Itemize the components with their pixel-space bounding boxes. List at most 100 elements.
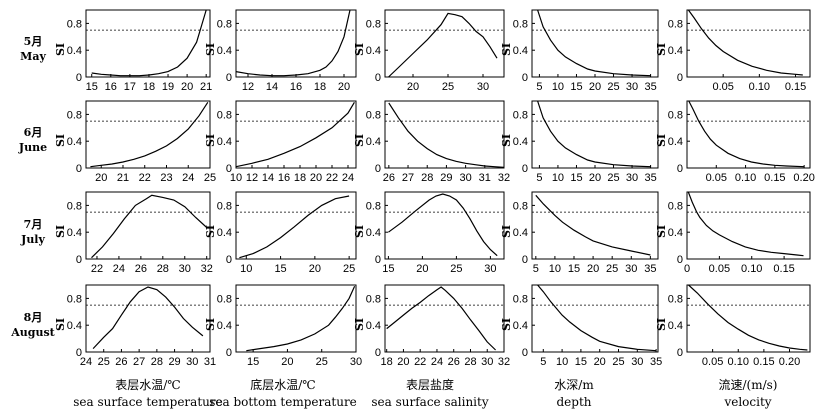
x-tick-label: 30 [459, 172, 471, 184]
x-tick-label: 0.15 [785, 81, 806, 93]
y-tick-label: 0.8 [668, 18, 683, 30]
x-tick-label: 0.05 [706, 172, 727, 184]
x-tick-label: 0.10 [749, 81, 770, 93]
panel-r1-c5: 0 0.4 0.8 0.05 0.10 0.15 SI [655, 9, 811, 93]
x-tick-label: 15 [570, 172, 582, 184]
si-curve [687, 9, 803, 76]
xlabel-col2-cn: 底层水温/℃ [250, 377, 315, 392]
y-tick-label: 0.4 [67, 45, 82, 57]
xlabel-col1-en: sea surface temperature [73, 395, 222, 409]
x-tick-label: 18 [294, 172, 306, 184]
x-tick-label: 20 [95, 172, 107, 184]
y-tick-label: 0.8 [67, 293, 82, 305]
panel-frame [384, 284, 505, 353]
panel-frame [85, 9, 211, 78]
panel-r2-c2: 0 0.4 0.8 10 12 14 16 18 20 22 24 SI [204, 100, 357, 184]
x-tick-label: 32 [498, 172, 510, 184]
si-curve [388, 12, 498, 78]
x-tick-label: 0.20 [793, 172, 814, 184]
panel-r1-c3: 0 0.4 0.8 20 25 30 SI [353, 9, 505, 93]
si-curve [91, 194, 208, 259]
y-tick-label: 0.4 [217, 45, 232, 57]
y-axis-label: SI [500, 318, 513, 331]
x-tick-label: 26 [135, 263, 147, 275]
y-tick-label: 0 [677, 254, 683, 266]
x-tick-label: 10 [230, 172, 242, 184]
x-tick-label: 20 [281, 356, 293, 368]
x-tick-label: 10 [240, 263, 252, 275]
y-tick-label: 0.8 [366, 109, 381, 121]
x-tick-label: 0.15 [773, 263, 794, 275]
y-tick-label: 0.8 [67, 200, 82, 212]
x-tick-label: 0.15 [764, 172, 785, 184]
panel-frame [686, 100, 811, 169]
x-tick-label: 35 [644, 263, 656, 275]
y-tick-label: 0 [375, 163, 381, 175]
x-tick-label: 5 [536, 81, 542, 93]
x-tick-label: 25 [606, 263, 618, 275]
row-label-july-cn: 7月 [24, 218, 43, 231]
y-tick-label: 0 [76, 72, 82, 84]
x-tick-label: 22 [326, 172, 338, 184]
x-tick-label: 12 [242, 81, 254, 93]
x-tick-label: 35 [650, 356, 662, 368]
x-tick-label: 26 [115, 356, 127, 368]
x-tick-label: 0.05 [709, 263, 730, 275]
panel-r3-c2: 0 0.4 0.8 10 15 20 25 SI [204, 191, 357, 275]
y-tick-label: 0.4 [67, 136, 82, 148]
xlabel-col2-en: sea bottom temperature [209, 395, 357, 409]
y-axis-label: SI [204, 43, 217, 56]
x-tick-label: 0 [684, 263, 690, 275]
si-curve [537, 100, 651, 168]
y-tick-label: 0.8 [217, 109, 232, 121]
panel-r1-c2: 0 0.4 0.8 12 14 16 18 20 SI [204, 9, 357, 93]
x-tick-label: 23 [160, 172, 172, 184]
x-tick-label: 25 [607, 172, 619, 184]
y-tick-label: 0.4 [217, 136, 232, 148]
y-tick-label: 0.8 [668, 200, 683, 212]
y-axis-label: SI [204, 318, 217, 331]
row-label-may-en: May [20, 50, 46, 63]
x-tick-label: 35 [644, 81, 656, 93]
x-tick-label: 20 [181, 81, 193, 93]
si-curve [92, 286, 204, 350]
x-tick-label: 25 [98, 356, 110, 368]
x-tick-label: 30 [477, 81, 489, 93]
x-tick-label: 20 [594, 356, 606, 368]
x-tick-label: 5 [540, 356, 546, 368]
x-tick-label: 27 [133, 356, 145, 368]
x-tick-label: 27 [402, 172, 414, 184]
x-tick-label: 15 [575, 356, 587, 368]
si-curve [90, 101, 209, 168]
x-tick-label: 18 [381, 356, 393, 368]
panel-frame [531, 100, 659, 169]
x-tick-label: 0.10 [741, 263, 762, 275]
y-tick-label: 0.8 [513, 293, 528, 305]
panel-frame [686, 284, 811, 353]
x-tick-label: 22 [139, 172, 151, 184]
panel-r1-c1: 0 0.4 0.8 15 16 17 18 19 20 21 SI [54, 9, 212, 93]
y-tick-label: 0.8 [513, 18, 528, 30]
x-tick-label: 30 [350, 356, 362, 368]
y-tick-label: 0 [375, 72, 381, 84]
x-tick-label: 25 [612, 356, 624, 368]
xlabel-col5-cn: 流速/(m/s) [719, 378, 778, 392]
x-tick-label: 25 [442, 81, 454, 93]
panel-frame [85, 284, 211, 353]
panel-frame [686, 191, 811, 260]
si-curve [235, 9, 351, 77]
y-tick-label: 0.8 [67, 109, 82, 121]
x-tick-label: 30 [626, 81, 638, 93]
x-tick-label: 19 [162, 81, 174, 93]
x-tick-label: 30 [626, 172, 638, 184]
xlabel-col4-en: depth [556, 395, 591, 409]
panel-r3-c1: 0 0.4 0.8 22 24 26 28 30 32 SI [54, 191, 213, 275]
panels: 0 0.4 0.8 15 16 17 18 19 20 21 SI 0 0.4 0.8 12 14 16 18 20… [54, 9, 815, 368]
x-tick-label: 20 [338, 81, 350, 93]
y-tick-label: 0.4 [513, 320, 528, 332]
y-axis-label: SI [204, 225, 217, 238]
y-axis-label: SI [353, 43, 366, 56]
x-tick-label: 10 [552, 172, 564, 184]
panel-r4-c3: 0 0.4 0.8 18 20 22 24 26 28 30 32 SI [353, 284, 510, 368]
